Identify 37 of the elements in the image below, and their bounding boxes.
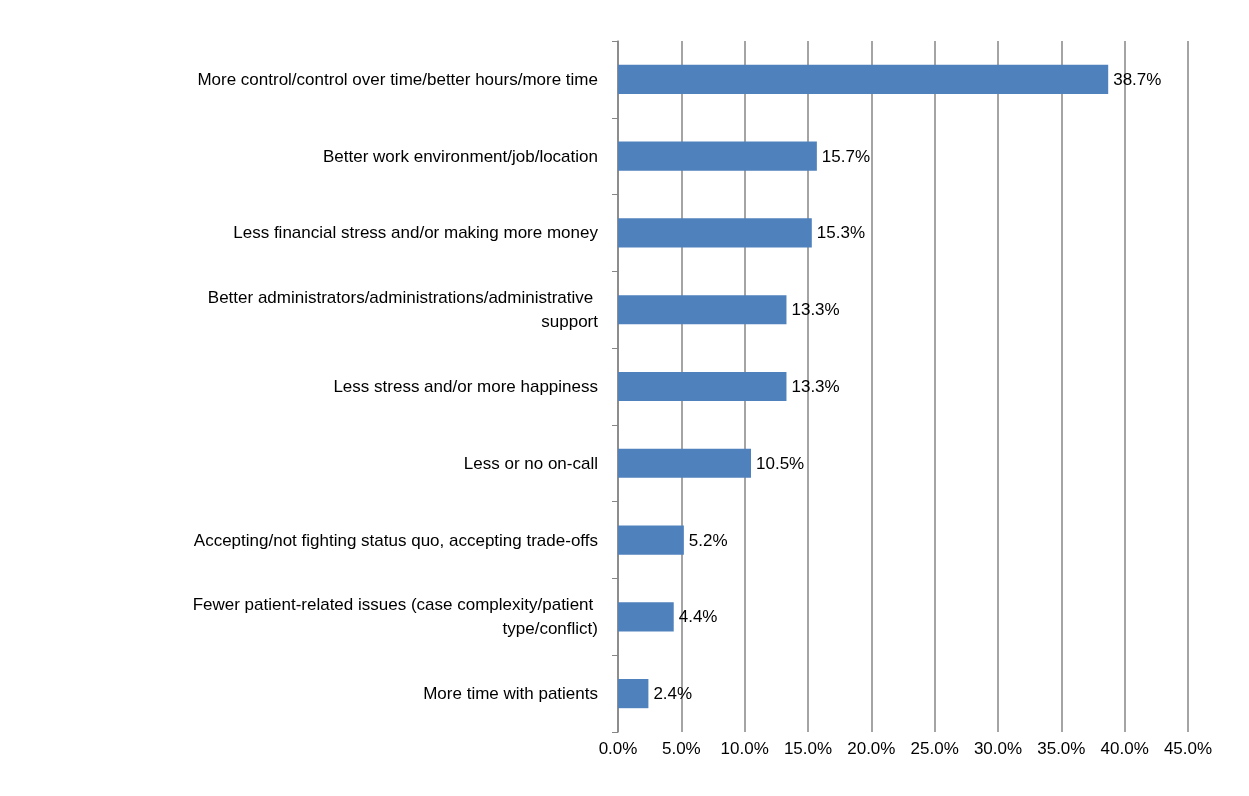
y-tick-label: Accepting/not fighting status quo, accepting trade-offs [193,530,598,550]
bar [618,295,787,325]
y-tick-label: Less stress and/or more happiness [333,377,598,396]
x-tick-label: 25.0% [910,739,959,758]
x-tick-label: 10.0% [720,739,769,758]
bar [618,141,817,171]
data-label: 13.3% [791,377,840,396]
bar [618,525,684,555]
bar [618,64,1109,94]
x-tick-label: 40.0% [1100,739,1149,758]
data-label: 4.4% [678,607,718,627]
y-tick-label: Less financial stress and/or making more money [233,223,599,243]
bar [618,448,751,478]
x-tick-label: 30.0% [973,739,1023,758]
data-label: 10.5% [756,453,805,473]
y-tick-label: Less or no on-call [463,453,598,473]
data-label: 2.4% [653,684,693,704]
data-label: 13.3% [791,300,840,320]
bar [618,679,649,709]
data-label: 38.7% [1113,69,1162,89]
bar [618,371,787,402]
x-tick-label: 45.0% [1163,739,1213,758]
x-tick-label: 0.0% [598,739,638,758]
y-tick-label: More time with patients [423,684,598,704]
x-tick-label: 5.0% [661,739,701,758]
data-label: 15.7% [821,146,871,166]
x-tick-label: 15.0% [783,739,833,758]
y-tick-label: Better work environment/job/location [323,146,598,166]
bar [618,218,812,248]
x-tick-label: 35.0% [1037,739,1086,758]
y-tick-label: Better administrators/administrations/administrative support [207,288,599,332]
y-tick-label: Fewer patient-related issues (case complexity/patient type/conflict) [192,595,598,639]
data-label: 15.3% [816,223,865,243]
data-label: 5.2% [688,530,728,550]
x-tick-label: 20.0% [847,739,896,758]
y-tick-label: More control/control over time/better hours/more time [197,69,598,89]
bar [618,602,674,632]
